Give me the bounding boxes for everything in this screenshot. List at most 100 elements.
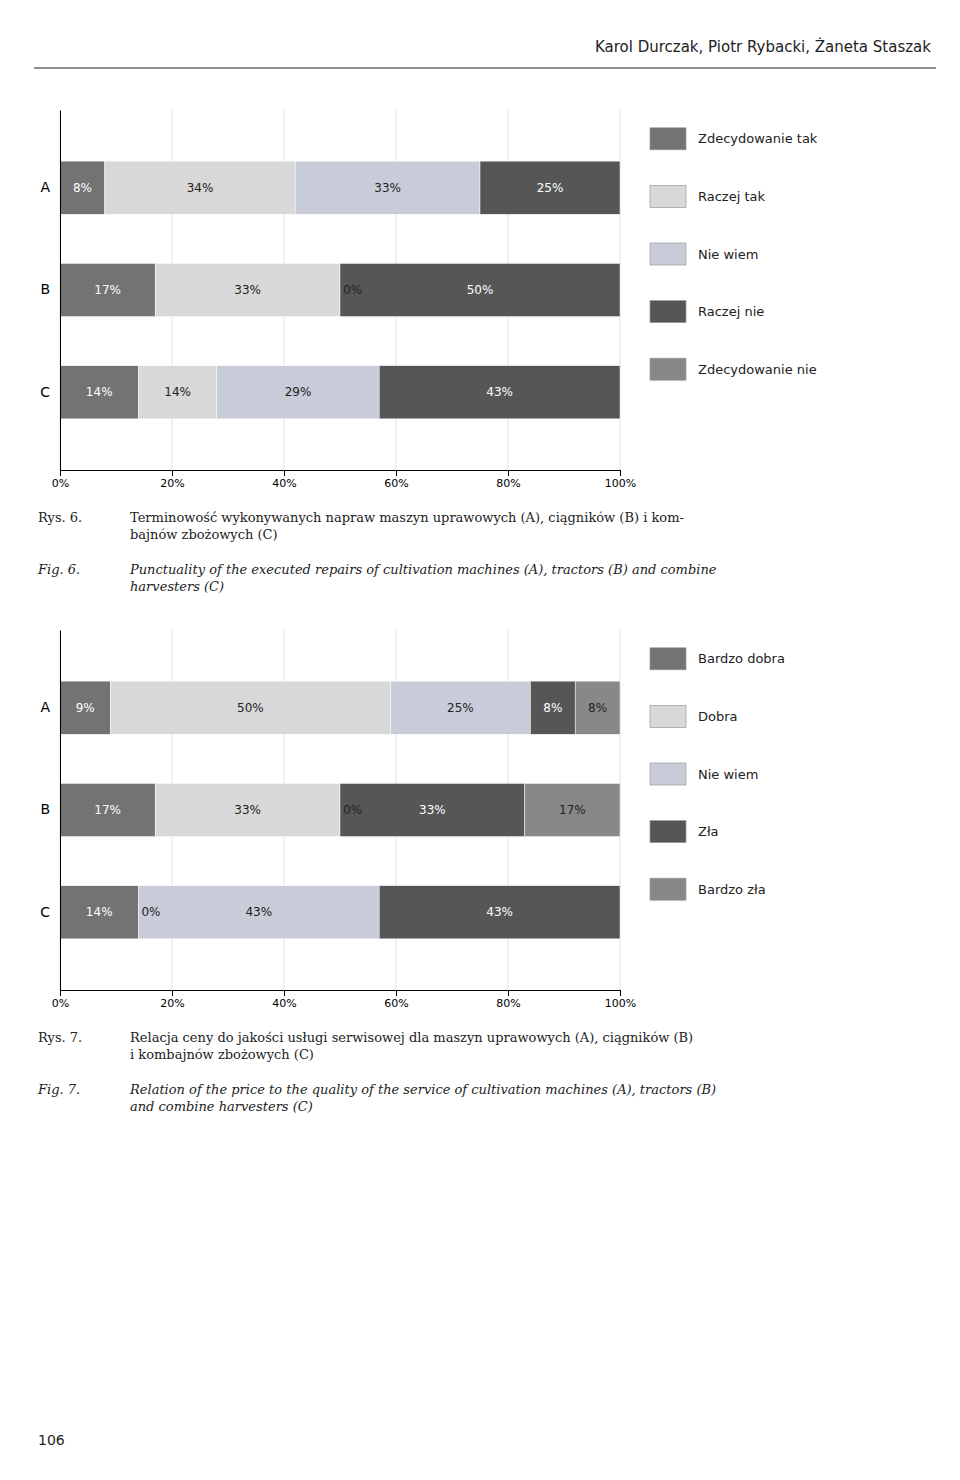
data-label: 43%	[486, 385, 513, 399]
x-tick: 40%	[272, 990, 296, 1010]
x-tick-label: 20%	[160, 477, 184, 490]
x-tick-label: 80%	[496, 997, 520, 1010]
legend-label: Nie wiem	[698, 247, 758, 262]
legend-swatch	[650, 705, 686, 727]
y-tick: C	[40, 904, 50, 920]
legend-item: Zła	[650, 821, 719, 843]
caption-label: Fig. 7.	[37, 1082, 80, 1097]
y-axis: A B C	[40, 631, 60, 991]
series	[340, 161, 620, 419]
data-label: 14%	[164, 385, 191, 399]
bar	[60, 263, 155, 316]
data-label: 17%	[94, 803, 121, 817]
legend-swatch	[650, 878, 686, 900]
y-tick-label: C	[40, 384, 50, 400]
data-label: 8%	[73, 181, 92, 195]
y-tick-label: C	[40, 904, 50, 920]
legend: Bardzo dobraDobraNie wiemZłaBardzo zła	[650, 648, 785, 900]
data-label: 33%	[234, 803, 261, 817]
legend-label: Zła	[698, 824, 719, 839]
bar	[620, 886, 621, 939]
bar	[340, 263, 620, 316]
data-label: 8%	[588, 701, 607, 715]
page: Karol Durczak, Piotr Rybacki, Żaneta Sta…	[0, 0, 960, 1480]
bar	[60, 681, 110, 734]
x-tick: 0%	[52, 990, 69, 1010]
y-tick: A	[40, 179, 50, 195]
bar	[217, 366, 379, 419]
legend-swatch	[650, 358, 686, 380]
x-tick-mark	[172, 470, 173, 476]
y-tick-label: B	[40, 801, 50, 817]
x-tick: 80%	[496, 470, 520, 490]
legend-swatch	[650, 185, 686, 207]
x-tick: 80%	[496, 990, 520, 1010]
x-tick: 60%	[384, 990, 408, 1010]
x-tick-mark	[284, 990, 285, 996]
series	[525, 681, 620, 836]
data-label: 25%	[537, 181, 564, 195]
bars	[60, 161, 620, 419]
caption-text: Relacja ceny do jakości usługi serwisowe…	[130, 1030, 693, 1062]
x-tick-label: 80%	[496, 477, 520, 490]
chart: 14%17%9%0%33%50%43%0%25%43%33%8%17%8%0%2…	[40, 630, 636, 1010]
y-tick: C	[40, 384, 50, 400]
x-tick-mark	[508, 470, 509, 476]
legend-swatch	[650, 243, 686, 265]
bar	[295, 161, 480, 214]
y-axis: A B C	[40, 111, 60, 471]
grid-line	[60, 110, 61, 470]
legend-item: Raczej tak	[650, 185, 765, 207]
chart: 14%17%8%14%33%34%29%0%33%43%50%25%0%20%4…	[40, 110, 636, 490]
page-number: 106	[38, 1432, 65, 1448]
caption-text: Punctuality of the executed repairs of c…	[129, 562, 717, 594]
legend-label: Bardzo zła	[698, 882, 766, 897]
legend-item: Raczej nie	[650, 301, 764, 323]
x-tick-mark	[396, 470, 397, 476]
x-axis: 0%20%40%60%80%100%	[52, 470, 636, 490]
bar	[620, 263, 621, 316]
data-label: 0%	[343, 283, 362, 297]
data-labels: 14%17%8%14%33%34%29%0%33%43%50%25%	[73, 181, 563, 400]
y-tick-label: A	[40, 179, 50, 195]
x-tick: 0%	[52, 470, 69, 490]
bar	[379, 366, 620, 419]
bar	[480, 161, 620, 214]
caption-text: Terminowość wykonywanych napraw maszyn u…	[130, 510, 684, 542]
bar	[620, 161, 621, 214]
x-axis-line	[61, 991, 621, 997]
grid	[60, 630, 620, 990]
legend-swatch	[650, 128, 686, 150]
data-label: 33%	[419, 803, 446, 817]
grid	[60, 110, 620, 470]
x-tick: 40%	[272, 470, 296, 490]
x-tick-mark	[172, 990, 173, 996]
y-tick-label: A	[40, 699, 50, 715]
y-tick: B	[40, 281, 50, 297]
legend-item: Zdecydowanie tak	[650, 128, 818, 150]
data-label: 0%	[343, 803, 362, 817]
x-tick: 20%	[160, 470, 184, 490]
grid-line	[60, 630, 61, 990]
page-title: Karol Durczak, Piotr Rybacki, Żaneta Sta…	[595, 37, 931, 56]
data-label: 17%	[559, 803, 586, 817]
x-tick-label: 40%	[272, 477, 296, 490]
data-label: 33%	[234, 283, 261, 297]
x-tick-mark	[284, 470, 285, 476]
y-tick-label: B	[40, 281, 50, 297]
bar	[530, 681, 575, 734]
x-tick-label: 0%	[52, 477, 69, 490]
bar	[60, 783, 155, 836]
legend-swatch	[650, 821, 686, 843]
caption-text: Relation of the price to the quality of …	[129, 1082, 716, 1114]
data-label: 0%	[141, 905, 160, 919]
legend-label: Nie wiem	[698, 767, 758, 782]
data-label: 14%	[86, 905, 113, 919]
x-tick-mark	[60, 470, 61, 476]
legend-item: Dobra	[650, 705, 738, 727]
bar	[60, 161, 105, 214]
x-tick: 100%	[605, 990, 636, 1010]
bar	[60, 366, 138, 419]
caption-label: Fig. 6.	[37, 562, 80, 577]
bar	[110, 681, 390, 734]
